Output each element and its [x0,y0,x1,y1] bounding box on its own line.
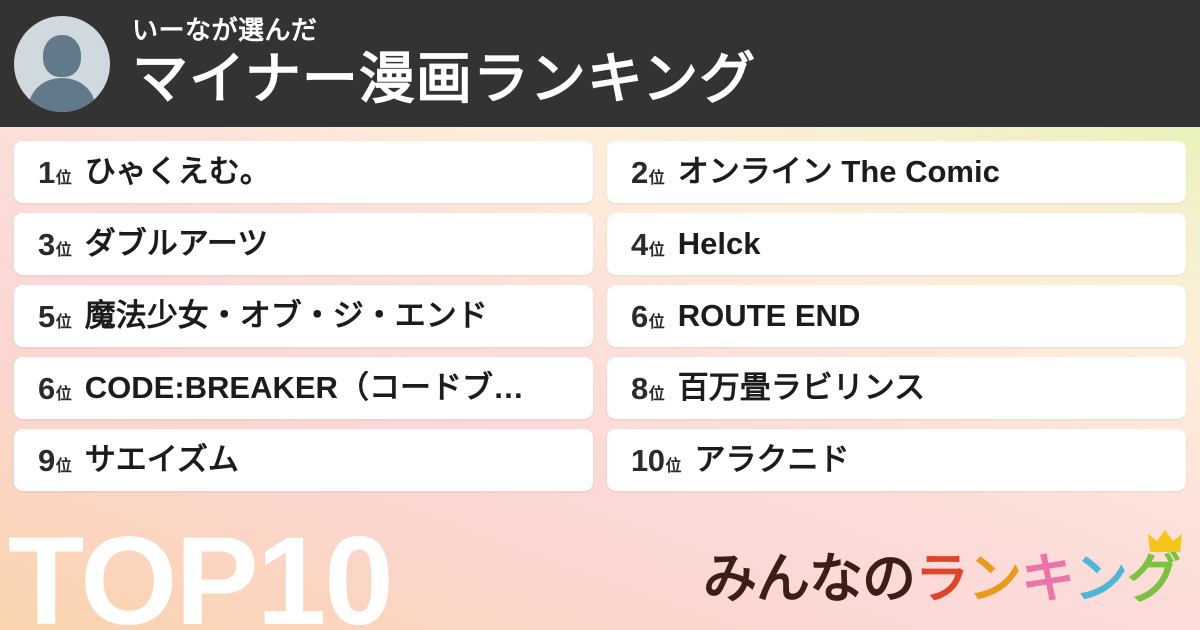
rank-number: 3 [38,226,55,262]
ranking-row[interactable]: 10 位アラクニド [607,429,1186,491]
rank-number: 9 [38,442,55,478]
crown-icon [1148,530,1182,552]
rank-item-title: 魔法少女・オブ・ジ・エンド [84,298,488,333]
brand-segment-ra: ラ [915,549,969,609]
ranking-row[interactable]: 3 位ダブルアーツ [14,213,593,275]
rank-number: 6 [631,298,648,334]
avatar-head-shape [43,34,81,77]
ranking-row[interactable]: 6 位 CODE:BREAKER（コードブ… [14,357,593,419]
rank-number: 10 [631,442,665,478]
rank-number: 5 [38,298,55,334]
rank-unit: 位 [648,169,665,187]
rank-item-title: オンライン The Comic [677,154,1000,189]
ranking-list: 1 位ひゃくえむ。 2 位オンライン The Comic 3 位ダブルアーツ 4 位 Helck… [14,141,1186,491]
rank-item-title: CODE:BREAKER（コードブ… [84,370,524,405]
page-title: マイナー漫画ランキング [132,47,757,111]
rank-unit: 位 [648,313,665,331]
rank-unit: 位 [55,169,72,187]
ranking-row[interactable]: 9 位サエイズム [14,429,593,491]
rank-unit: 位 [55,241,72,259]
avatar-body-shape [29,77,95,112]
rank-unit: 位 [665,457,682,475]
rank-label: 10 位 [631,445,682,476]
brand-segment-n1: ン [968,549,1022,609]
brand-segment-gu: グ [1127,530,1182,606]
rank-item-title: 百万畳ラビリンス [677,370,926,405]
ranking-row[interactable]: 8 位百万畳ラビリンス [607,357,1186,419]
rank-unit: 位 [648,241,665,259]
brand-segment-ki: キ [1021,549,1075,609]
ranking-row[interactable]: 6 位 ROUTE END [607,285,1186,347]
rank-item-title: Helck [677,226,761,261]
header-bar: いーなが選んだ マイナー漫画ランキング [0,0,1200,127]
rank-number: 4 [631,226,648,262]
rank-item-title: アラクニド [694,442,850,477]
rank-item-title: ひゃくえむ。 [84,154,271,189]
ranking-row[interactable]: 1 位ひゃくえむ。 [14,141,593,203]
rank-item-title: ダブルアーツ [84,226,269,261]
brand-segment-n2: ン [1074,549,1128,609]
ranking-row[interactable]: 2 位オンライン The Comic [607,141,1186,203]
rank-number: 8 [631,370,648,406]
header-subtitle: いーなが選んだ [132,14,318,45]
rank-unit: 位 [55,313,72,331]
rank-number: 2 [631,154,648,190]
rank-item-title: ROUTE END [677,298,861,333]
brand-logo[interactable]: みんなの ラ ン キ ン グ [703,530,1182,609]
user-avatar-icon [14,15,110,112]
ranking-row[interactable]: 5 位魔法少女・オブ・ジ・エンド [14,285,593,347]
rank-unit: 位 [55,457,72,475]
ranking-row[interactable]: 4 位 Helck [607,213,1186,275]
brand-segment-minna: みんなの [703,549,916,609]
rank-number: 6 [38,370,55,406]
rank-number: 1 [38,154,55,190]
rank-item-title: サエイズム [84,442,239,477]
rank-unit: 位 [648,385,665,403]
top10-label: TOP10 [8,512,394,630]
rank-unit: 位 [55,385,72,403]
header-text-group: いーなが選んだ マイナー漫画ランキング [132,16,756,111]
